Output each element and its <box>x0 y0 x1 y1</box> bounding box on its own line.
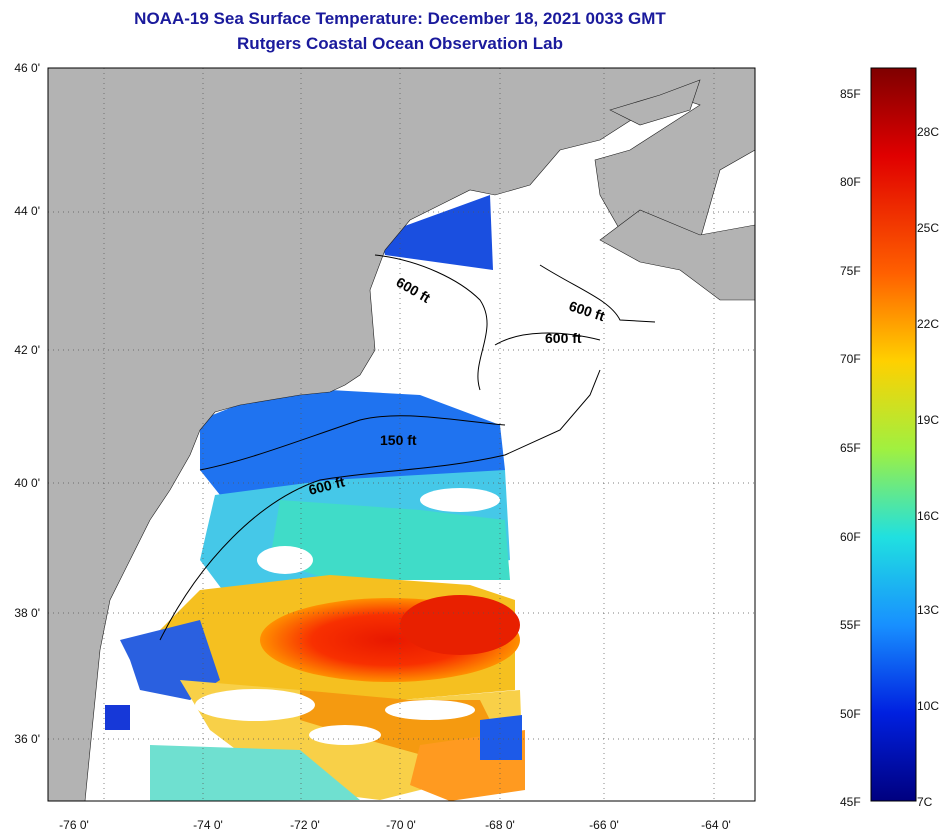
colorbar-label-75f: 75F <box>840 264 861 278</box>
colorbar-label-10c: 10C <box>917 699 940 713</box>
contour-label-600ft-georges: 600 ft <box>545 330 582 346</box>
colorbar <box>870 67 917 802</box>
lat-label-44: 44 0' <box>14 204 40 218</box>
map-frame <box>47 67 756 802</box>
colorbar-label-45f: 45F <box>840 795 861 809</box>
colorbar-label-22c: 22C <box>917 317 940 331</box>
colorbar-label-28c: 28C <box>917 125 940 139</box>
lat-label-38: 38 0' <box>14 606 40 620</box>
colorbar-label-60f: 60F <box>840 530 861 544</box>
land-mass <box>48 68 755 801</box>
lon-label-64: -64 0' <box>701 818 731 832</box>
lon-label-74: -74 0' <box>193 818 223 832</box>
colorbar-label-7c: 7C <box>917 795 933 809</box>
colorbar-label-65f: 65F <box>840 441 861 455</box>
colorbar-label-80f: 80F <box>840 175 861 189</box>
colorbar-label-16c: 16C <box>917 509 940 523</box>
colorbar-label-85f: 85F <box>840 87 861 101</box>
lat-label-36: 36 0' <box>14 732 40 746</box>
graticule <box>48 68 755 801</box>
colorbar-label-19c: 19C <box>917 413 940 427</box>
map-title: NOAA-19 Sea Surface Temperature: Decembe… <box>134 9 666 28</box>
lat-label-46: 46 0' <box>14 61 40 75</box>
lat-label-42: 42 0' <box>14 343 40 357</box>
lon-label-66: -66 0' <box>589 818 619 832</box>
colorbar-label-55f: 55F <box>840 618 861 632</box>
contour-label-150ft: 150 ft <box>380 432 417 448</box>
lon-label-70: -70 0' <box>386 818 416 832</box>
colorbar-label-50f: 50F <box>840 707 861 721</box>
colorbar-label-13c: 13C <box>917 603 940 617</box>
lon-label-76: -76 0' <box>59 818 89 832</box>
lat-label-40: 40 0' <box>14 476 40 490</box>
map-subtitle: Rutgers Coastal Ocean Observation Lab <box>237 34 563 53</box>
colorbar-label-25c: 25C <box>917 221 940 235</box>
bathymetry-contours <box>159 254 656 641</box>
lon-label-68: -68 0' <box>485 818 515 832</box>
colorbar-label-70f: 70F <box>840 352 861 366</box>
lon-label-72: -72 0' <box>290 818 320 832</box>
